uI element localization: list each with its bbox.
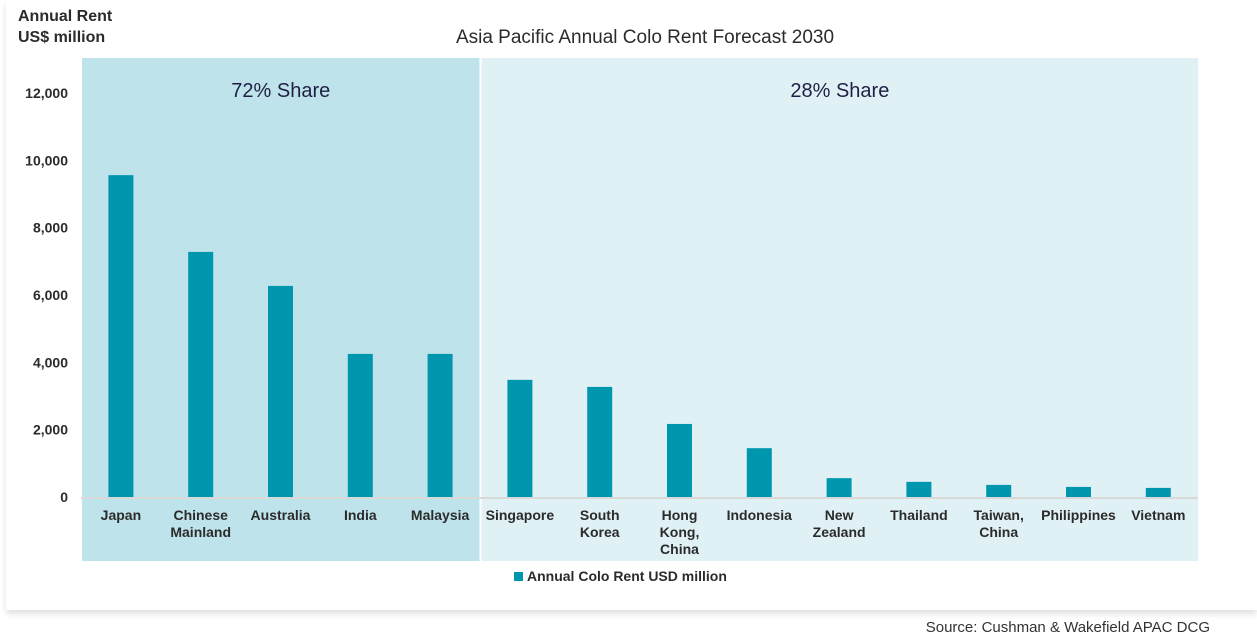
bar-india [347, 353, 373, 497]
source-note: Source: Cushman & Wakefield APAC DCG [925, 619, 1210, 636]
bar-thailand [906, 481, 932, 497]
bar-vietnam [1145, 487, 1171, 497]
x-tick-label: South [580, 507, 620, 523]
bar-south-korea [587, 386, 613, 497]
bar-philippines [1066, 486, 1091, 497]
bar-japan [108, 175, 134, 497]
x-tick-label: China [660, 541, 699, 557]
x-tick-label: Taiwan, [974, 507, 1024, 523]
x-tick-label: Mainland [170, 524, 231, 540]
region-label: 28% Share [790, 80, 889, 102]
y-axis-label: Annual Rent [18, 8, 113, 25]
y-tick-label: 2,000 [33, 422, 68, 438]
legend-swatch [514, 572, 523, 581]
x-tick-label: Australia [251, 507, 311, 523]
bar-australia [268, 285, 293, 497]
x-tick-label: Malaysia [411, 507, 470, 523]
y-tick-label: 0 [60, 489, 68, 505]
x-tick-label: Thailand [890, 507, 948, 523]
x-tick-label: Kong, [660, 524, 700, 540]
x-tick-label: Hong [662, 507, 698, 523]
y-tick-label: 10,000 [25, 152, 68, 168]
chart-title: Asia Pacific Annual Colo Rent Forecast 2… [456, 27, 834, 48]
x-tick-label: Indonesia [727, 507, 793, 523]
bar-indonesia [746, 448, 772, 497]
x-tick-label: New [825, 507, 854, 523]
x-tick-label: Chinese [173, 507, 228, 523]
y-tick-label: 12,000 [25, 85, 68, 101]
x-tick-label: Zealand [813, 524, 866, 540]
y-tick-label: 4,000 [33, 354, 68, 370]
bar-taiwan-china [986, 484, 1012, 497]
y-axis-label: US$ million [18, 29, 105, 46]
x-tick-label: Korea [580, 524, 620, 540]
bar-new-zealand [826, 478, 852, 497]
bar-hong-kong-china [667, 423, 692, 497]
x-tick-label: Singapore [486, 507, 555, 523]
x-tick-label: India [344, 507, 377, 523]
legend-label: Annual Colo Rent USD million [527, 568, 727, 584]
y-tick-label: 6,000 [33, 287, 68, 303]
x-tick-label: Philippines [1041, 507, 1116, 523]
bar-singapore [507, 379, 533, 497]
region-label: 72% Share [231, 80, 330, 102]
x-tick-label: Vietnam [1131, 507, 1185, 523]
x-tick-label: China [979, 524, 1018, 540]
bar-chinese-mainland [188, 251, 214, 497]
y-tick-label: 8,000 [33, 220, 68, 236]
x-tick-label: Japan [101, 507, 141, 523]
bar-malaysia [427, 353, 453, 497]
